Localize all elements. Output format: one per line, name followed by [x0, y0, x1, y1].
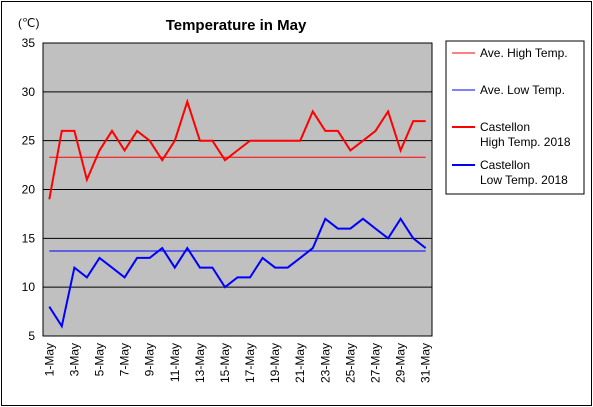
x-tick-label-1-May: 1-May — [42, 343, 56, 376]
series-line-castellon-high-temp-2018 — [48, 98, 426, 200]
y-axis-unit-label: (℃) — [18, 16, 39, 30]
x-axis-ticks: 1-May 3-May 5-May 7-May 9-May 11-May 13-May 15-… — [42, 343, 432, 383]
x-tick-label-11-May: 11-May — [168, 343, 182, 382]
series-lines — [48, 98, 427, 329]
x-tick-label-13-May: 13-May — [193, 343, 207, 383]
legend-label-castellon-high-temp-2018: Castellon High Temp. 2018 — [480, 120, 571, 149]
legend-label-ave-low-temp: Ave. Low Temp. — [480, 83, 565, 97]
x-tick-label-15-May: 15-May — [218, 343, 232, 383]
legend-label-castellon-low-temp-2018: Castellon Low Temp. 2018 — [480, 158, 568, 187]
legend-label-ave-high-temp: Ave. High Temp. — [480, 46, 568, 60]
grid-lines — [43, 91, 432, 288]
x-tick-label-29-May: 29-May — [394, 343, 408, 383]
y-axis-ticks: 5 10 15 20 25 30 35 — [22, 36, 36, 343]
chart-title: Temperature in May — [166, 17, 307, 34]
x-tick-label-23-May: 23-May — [318, 343, 332, 383]
y-tick-label-20: 20 — [22, 183, 36, 197]
legend: Ave. High Temp. Ave. Low Temp. Castellon Hi… — [452, 46, 571, 187]
x-tick-label-21-May: 21-May — [293, 343, 307, 383]
y-tick-label-5: 5 — [28, 329, 35, 343]
x-tick-label-25-May: 25-May — [343, 343, 357, 383]
x-tick-label-5-May: 5-May — [92, 343, 106, 376]
y-tick-label-25: 25 — [22, 134, 36, 148]
x-tick-label-19-May: 19-May — [268, 343, 282, 383]
y-tick-label-35: 35 — [22, 36, 36, 50]
x-tick-label-27-May: 27-May — [369, 343, 383, 383]
x-tick-label-7-May: 7-May — [118, 343, 132, 376]
series-line-castellon-low-temp-2018 — [48, 216, 427, 329]
y-tick-label-30: 30 — [22, 85, 36, 99]
x-tick-label-17-May: 17-May — [243, 343, 257, 383]
x-tick-label-31-May: 31-May — [419, 343, 433, 383]
x-tick-label-9-May: 9-May — [143, 343, 157, 376]
legend-box — [445, 40, 585, 195]
y-tick-label-10: 10 — [22, 280, 36, 294]
y-tick-label-15: 15 — [22, 231, 36, 245]
x-tick-label-3-May: 3-May — [67, 343, 81, 376]
